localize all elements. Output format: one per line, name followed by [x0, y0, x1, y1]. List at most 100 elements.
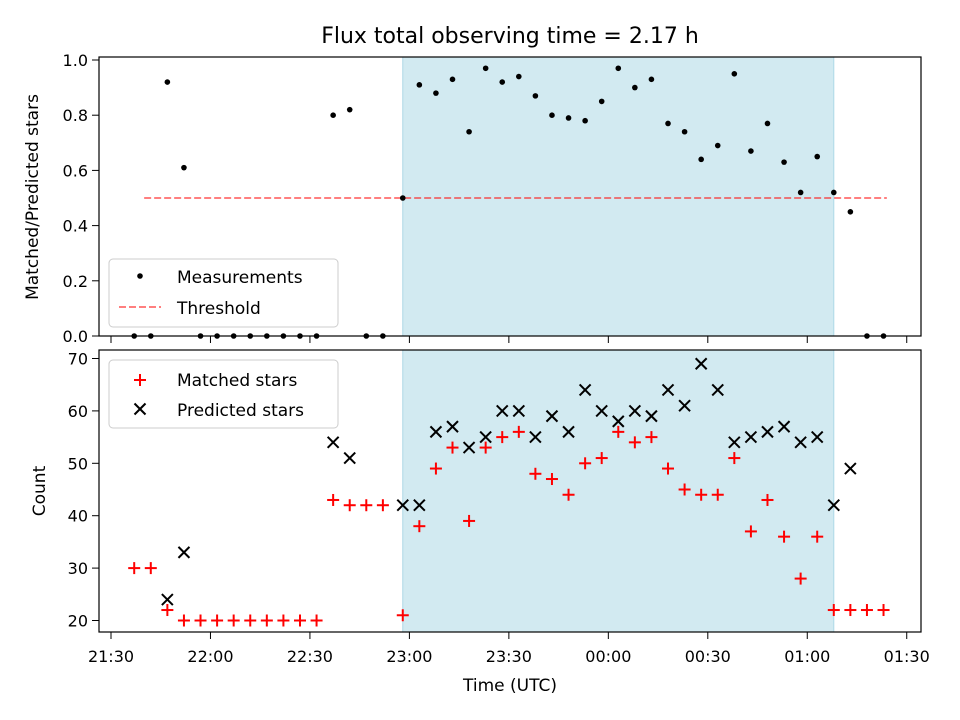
measurement-point	[416, 82, 423, 88]
x-tick-label: 21:30	[88, 647, 134, 666]
matched-star-point	[662, 462, 675, 475]
bottom-legend: Matched stars Predicted stars	[108, 359, 339, 429]
bottom-axis-ticks: 20 30 40 50 60 70 21:30 22:00 22:30 23:00 23:30 00:…	[68, 350, 930, 667]
measurement-point	[466, 128, 472, 135]
predicted-star-point	[645, 409, 658, 423]
top-y-tick-label: 0.2	[63, 272, 88, 291]
top-data-marks	[131, 65, 887, 339]
legend-matched-label: Matched stars	[177, 371, 297, 391]
legend-predicted-label: Predicted stars	[177, 401, 304, 421]
measurement-point	[748, 148, 754, 154]
measurement-point	[731, 71, 738, 77]
x-tick-label: 22:30	[287, 647, 333, 666]
legend-predicted-marker	[133, 402, 147, 416]
measurement-point	[482, 65, 489, 72]
matched-star-point	[496, 431, 509, 444]
measurement-point	[330, 112, 336, 118]
predicted-star-point	[462, 441, 476, 454]
bottom-axes-frame	[98, 349, 922, 633]
predicted-star-point	[794, 436, 807, 449]
bottom-panel: 20 30 40 50 60 70 21:30 22:00 22:30 23:00 23:30 00:…	[30, 349, 930, 696]
predicted-star-point	[777, 420, 791, 433]
bottom-y-tick-label: 20	[68, 612, 88, 631]
matched-star-point	[512, 425, 525, 438]
legend-threshold-label: Threshold	[176, 299, 261, 319]
x-tick-label: 23:00	[386, 647, 432, 666]
matched-star-point	[144, 562, 157, 575]
matched-star-point	[413, 520, 426, 533]
matched-star-point	[579, 457, 592, 470]
measurement-point	[516, 73, 522, 80]
x-tick-label: 01:00	[784, 647, 830, 666]
bottom-y-axis-label: Count	[30, 465, 50, 516]
bottom-y-tick-label: 30	[68, 559, 88, 578]
top-y-axis-label: Matched/Predicted stars	[23, 94, 43, 300]
predicted-star-point	[343, 451, 356, 465]
x-tick-label: 23:30	[486, 647, 532, 666]
observing-band-bottom	[402, 349, 835, 633]
matched-star-point	[877, 604, 890, 617]
top-legend: Measurements Threshold	[108, 258, 339, 328]
matched-star-point	[343, 499, 356, 512]
matched-star-point	[827, 604, 840, 617]
predicted-star-point	[396, 499, 409, 512]
predicted-star-point	[678, 399, 691, 412]
bottom-legend-box	[108, 359, 339, 429]
matched-star-point	[728, 452, 741, 465]
measurement-point	[714, 142, 721, 149]
predicted-star-point	[744, 430, 758, 444]
measurement-point	[830, 189, 837, 196]
top-axes-frame	[98, 56, 922, 337]
predicted-star-point	[562, 425, 575, 439]
predicted-star-point	[811, 430, 824, 444]
predicted-star-point	[429, 425, 443, 439]
matched-star-point	[744, 525, 757, 538]
matched-star-point	[844, 604, 857, 617]
predicted-star-point	[161, 593, 174, 606]
measurement-point	[615, 65, 622, 72]
matched-star-point	[360, 499, 373, 512]
matched-star-point	[161, 604, 174, 617]
measurement-point	[399, 195, 406, 201]
measurement-point	[532, 93, 539, 99]
legend-matched-marker	[134, 374, 146, 386]
predicted-star-point	[628, 404, 642, 418]
measurement-point	[797, 189, 804, 196]
measurement-point	[632, 84, 638, 91]
measurement-point	[648, 76, 655, 83]
predicted-star-point	[529, 430, 542, 444]
matched-star-point	[794, 572, 807, 585]
predicted-star-point	[479, 430, 492, 444]
top-y-tick-label: 1.0	[63, 51, 88, 70]
predicted-star-point	[446, 420, 459, 433]
x-tick-label: 00:30	[685, 647, 731, 666]
measurement-point	[764, 120, 771, 127]
bottom-y-tick-label: 40	[68, 507, 88, 526]
top-y-tick-label: 0.6	[63, 161, 88, 180]
predicted-star-point	[496, 404, 509, 418]
legend-measurements-label: Measurements	[177, 268, 303, 288]
matched-star-point	[811, 530, 824, 543]
matched-star-point	[277, 614, 290, 627]
matched-star-point	[310, 614, 323, 627]
measurement-point	[346, 106, 353, 113]
bottom-data-marks	[128, 357, 890, 627]
matched-star-point	[128, 562, 141, 575]
matched-star-point	[678, 483, 691, 496]
top-y-tick-label: 0.4	[63, 217, 88, 236]
matched-star-point	[260, 614, 273, 627]
measurement-point	[164, 79, 171, 85]
predicted-star-point	[326, 436, 340, 449]
matched-star-point	[761, 493, 774, 506]
predicted-star-point	[413, 499, 426, 512]
x-tick-label: 01:30	[884, 647, 930, 666]
predicted-star-point	[694, 357, 708, 370]
legend-measurements-marker	[137, 273, 143, 279]
top-y-tick-label: 0.8	[63, 106, 88, 125]
matched-star-point	[479, 441, 492, 454]
matched-star-point	[860, 604, 873, 617]
matched-star-point	[194, 614, 207, 627]
predicted-star-point	[728, 436, 741, 449]
matched-star-point	[177, 614, 190, 627]
